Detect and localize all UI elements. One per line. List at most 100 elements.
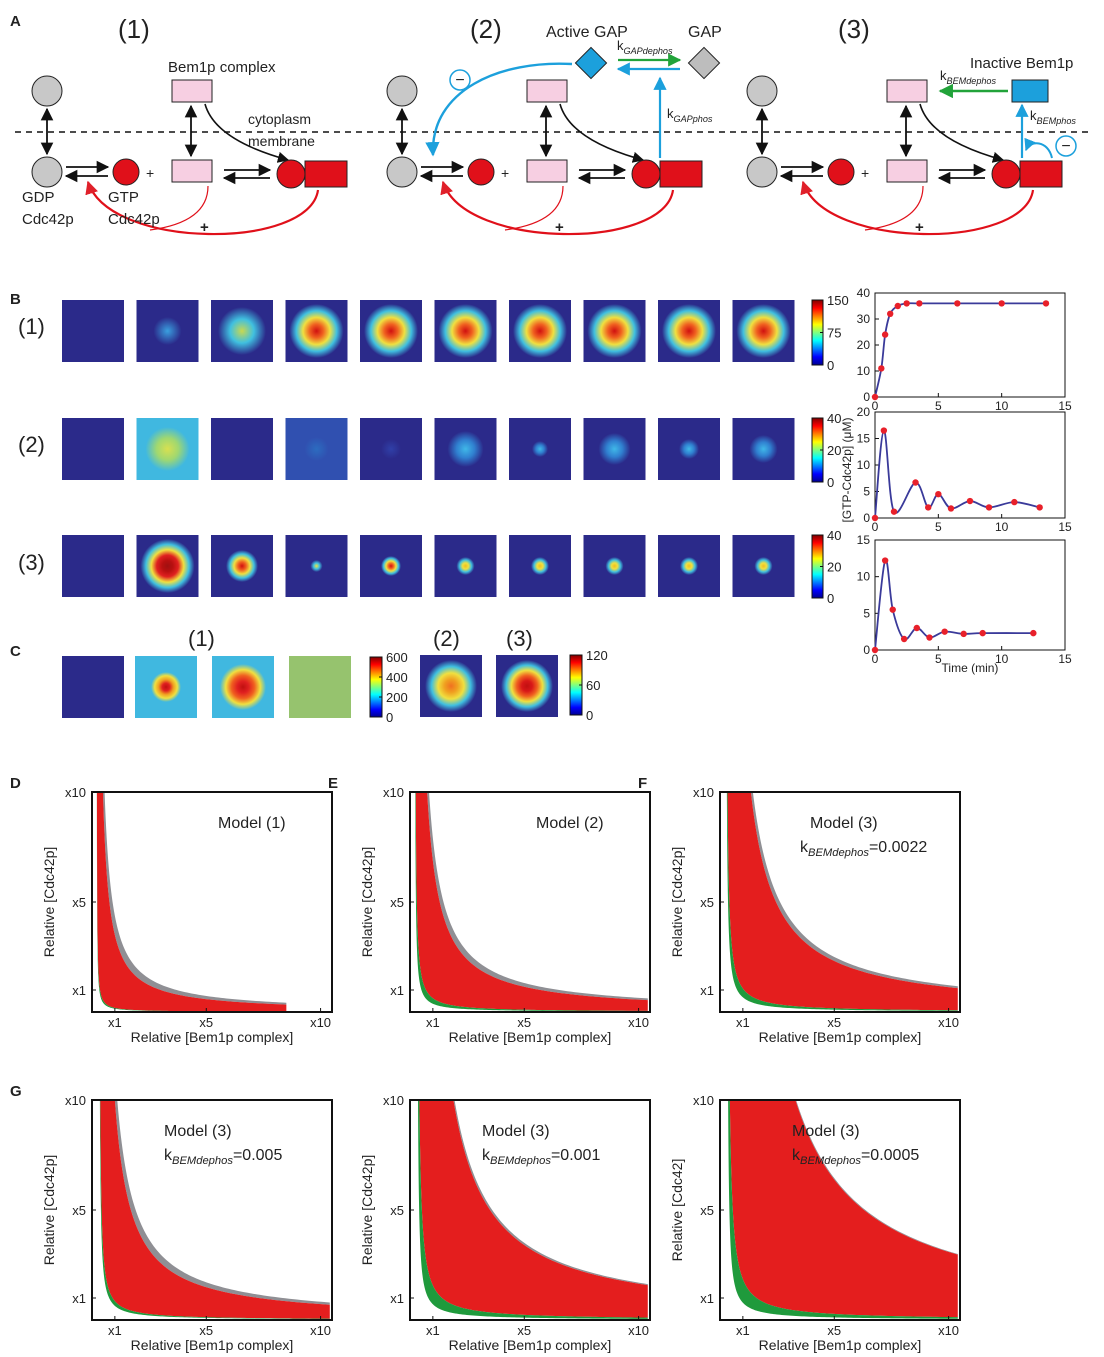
x-tick-label: x10	[310, 1323, 331, 1338]
panel-label: G	[10, 1083, 22, 1100]
y-axis-label: Relative [Cdc42p]	[41, 1155, 57, 1266]
model-label: (1)	[118, 14, 150, 44]
y-tick-label: 15	[857, 533, 871, 547]
minus-sign: −	[455, 72, 464, 89]
heatmap-spot	[680, 557, 698, 575]
y-tick-label: x5	[390, 1203, 404, 1218]
cytoplasm-label: cytoplasm	[248, 111, 311, 127]
x-tick-label: 15	[1058, 520, 1072, 534]
x-tick-label: 5	[935, 520, 942, 534]
heatmap-spot	[513, 304, 567, 358]
heatmap-tile	[62, 535, 124, 597]
data-point	[895, 303, 901, 309]
heatmap-spot	[364, 304, 418, 358]
heatmap-spot	[425, 660, 477, 712]
y-tick-label: 0	[863, 643, 870, 657]
heatmap-spot	[448, 431, 484, 467]
data-point	[1030, 630, 1036, 636]
region-red	[99, 1078, 330, 1319]
x-tick-label: x10	[310, 1015, 331, 1030]
y-tick-label: x1	[72, 1291, 86, 1306]
x-tick-label: 0	[872, 520, 879, 534]
gtp-label: GTP	[108, 189, 139, 206]
heatmap-spot	[220, 664, 266, 710]
complex-bem1p	[305, 161, 347, 187]
y-tick-label: 40	[857, 286, 871, 300]
heatmap-spot	[381, 556, 401, 576]
bem1p-complex	[527, 160, 567, 182]
bem1p-label: Bem1p complex	[168, 59, 276, 76]
data-point	[1011, 499, 1017, 505]
y-tick-label: x10	[693, 785, 714, 800]
bem1p-complex-cytoplasm	[172, 80, 212, 102]
model-title: Model (3)	[164, 1123, 232, 1140]
heatmap-spot	[290, 304, 344, 358]
data-point	[890, 606, 896, 612]
data-point	[914, 625, 920, 631]
bem1p-complex-cytoplasm	[887, 80, 927, 102]
x-tick-label: x10	[938, 1015, 959, 1030]
y-tick-label: 10	[857, 458, 871, 472]
data-point	[935, 491, 941, 497]
y-axis-label: Relative [Cdc42p]	[669, 847, 685, 958]
heatmap-spot	[679, 439, 699, 459]
y-tick-label: 15	[857, 432, 871, 446]
complex-cdc42	[632, 160, 660, 188]
data-point	[903, 300, 909, 306]
y-tick-label: x1	[390, 983, 404, 998]
panel-label: A	[10, 13, 21, 30]
colorbar-tick-label: 0	[586, 708, 593, 723]
region-red	[97, 770, 287, 1012]
x-axis-label: Relative [Bem1p complex]	[759, 1029, 922, 1045]
heatmap-spot	[532, 441, 548, 457]
x-tick-label: x1	[108, 1015, 122, 1030]
model-label: (3)	[838, 14, 870, 44]
y-tick-label: 5	[863, 606, 870, 620]
y-tick-label: 30	[857, 312, 871, 326]
rate-subscript: GAPdephos	[624, 46, 673, 56]
k-bem-phos: kBEMphos	[1030, 108, 1076, 126]
complex-cdc42	[277, 160, 305, 188]
panel-label: D	[10, 775, 21, 792]
k-value: kBEMdephos=0.0022	[800, 839, 927, 859]
plus-sign: +	[501, 165, 509, 181]
region-red	[726, 770, 958, 1010]
x-tick-label: x5	[517, 1323, 531, 1338]
data-point	[954, 300, 960, 306]
rate-subscript: BEMdephos	[800, 1155, 861, 1167]
y-tick-label: x1	[390, 1291, 404, 1306]
colorbar	[370, 657, 382, 717]
gdp-cdc42-cytoplasm	[747, 76, 777, 106]
heatmap-spot	[305, 437, 329, 461]
heatmap-tile	[62, 300, 124, 362]
data-point	[979, 630, 985, 636]
gtp-cdc42	[113, 159, 139, 185]
complex-bem1p	[660, 161, 702, 187]
y-axis-label: Relative [Cdc42p]	[41, 847, 57, 958]
region-red	[417, 1078, 648, 1318]
x-tick-label: x1	[426, 1323, 440, 1338]
gdp-cdc42	[387, 157, 417, 187]
panel-label: B	[10, 291, 21, 308]
data-point	[912, 479, 918, 485]
heatmap-spot	[311, 560, 323, 572]
heatmap-spot	[599, 433, 631, 465]
data-point	[882, 331, 888, 337]
model-label: (2)	[470, 14, 502, 44]
y-tick-label: x1	[700, 983, 714, 998]
y-tick-label: x5	[72, 895, 86, 910]
plus-sign: +	[861, 165, 869, 181]
data-point	[925, 504, 931, 510]
y-tick-label: 0	[863, 390, 870, 404]
x-tick-label: x5	[199, 1015, 213, 1030]
panel-label: C	[10, 643, 21, 660]
y-axis-label: Relative [Cdc42p]	[359, 847, 375, 958]
y-tick-label: x10	[693, 1093, 714, 1108]
x-tick-label: 5	[935, 399, 942, 413]
x-tick-label: 15	[1058, 652, 1072, 666]
y-tick-label: x5	[390, 895, 404, 910]
gdp-label: GDP	[22, 189, 55, 206]
heatmap-spot	[439, 304, 493, 358]
y-axis-label: [GTP-Cdc42p] (μM)	[840, 418, 854, 523]
rate-value: =0.0005	[861, 1147, 919, 1164]
